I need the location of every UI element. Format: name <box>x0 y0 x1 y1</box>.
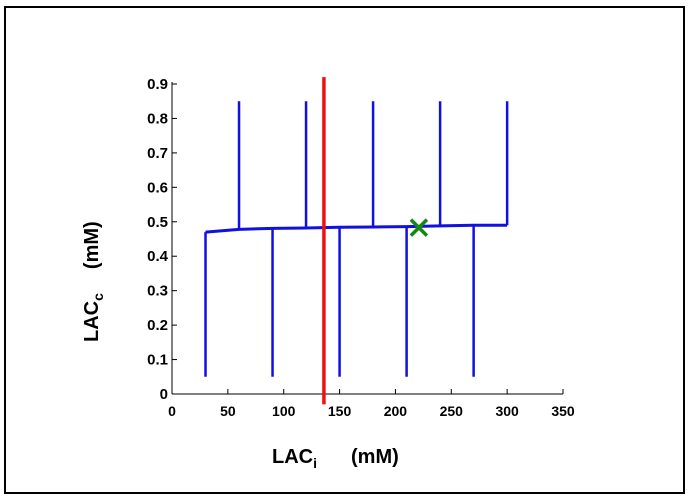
baseline-curve <box>205 223 508 234</box>
plot-series <box>204 77 509 405</box>
x-tick-label: 50 <box>220 403 236 419</box>
y-tick-label: 0.2 <box>147 317 168 334</box>
y-tick-label: 0.3 <box>147 283 168 300</box>
y-tick-label: 0.8 <box>147 110 168 127</box>
x-tick-label: 100 <box>272 403 296 419</box>
y-tick-label: 0.9 <box>147 76 168 93</box>
y-axis-label: LACc(mM) <box>81 221 106 342</box>
y-tick-label: 0.1 <box>147 352 168 369</box>
x-tick-label: 200 <box>384 403 408 419</box>
y-tick-labels: 0 0.1 0.2 0.3 0.4 0.5 0.6 0.7 0.8 0.9 <box>147 76 169 403</box>
y-tick-label: 0.4 <box>147 248 169 265</box>
x-marker-stroke <box>409 218 429 237</box>
x-axis-label: LACi (mM) <box>272 446 399 471</box>
y-tick-label: 0.6 <box>147 179 168 196</box>
x-tick-label: 250 <box>440 403 464 419</box>
x-tick-label: 0 <box>168 403 176 419</box>
figure-frame <box>4 6 685 494</box>
y-tick-label: 0.7 <box>147 145 168 162</box>
y-tick-label: 0.5 <box>147 214 168 231</box>
x-tick-label: 300 <box>495 403 519 419</box>
y-tick-label: 0 <box>160 386 168 403</box>
x-tick-label: 350 <box>551 403 575 419</box>
axes <box>171 82 564 395</box>
x-marker <box>409 218 429 237</box>
x-tick-label: 150 <box>328 403 352 419</box>
x-tick-labels: 0 50 100 150 200 250 300 350 <box>168 403 575 419</box>
